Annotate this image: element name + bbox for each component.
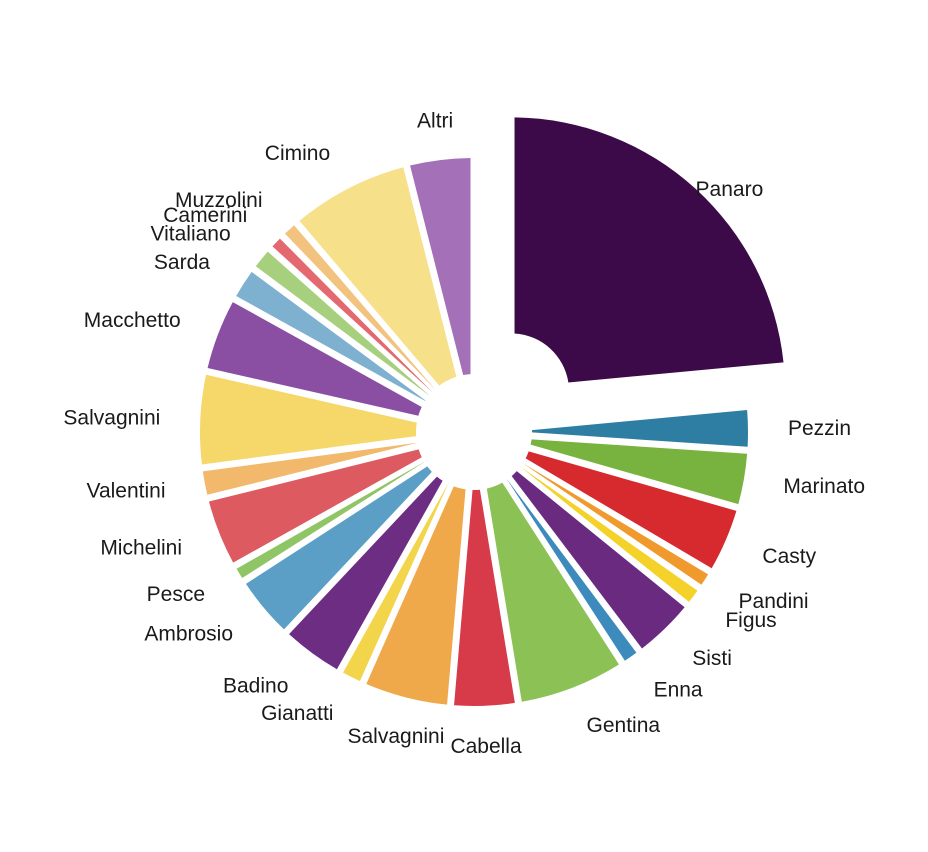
slice-label-9: Gentina bbox=[587, 714, 661, 737]
slice-label-11: Salvagnini bbox=[347, 725, 444, 748]
pie-slice-7 bbox=[511, 471, 685, 649]
slice-label-19: Macchetto bbox=[84, 309, 181, 332]
pie-slice-23 bbox=[284, 225, 435, 390]
pie-slice-24 bbox=[299, 167, 457, 386]
pie-slice-22 bbox=[272, 238, 433, 392]
pie-slice-17 bbox=[202, 442, 418, 495]
pie-slice-4 bbox=[525, 451, 737, 569]
slice-label-25: Altri bbox=[417, 109, 453, 132]
pie-slice-1 bbox=[514, 117, 784, 383]
slice-label-24: Cimino bbox=[265, 142, 330, 165]
slice-label-18: Salvagnini bbox=[63, 407, 160, 430]
pie-slice-15 bbox=[236, 461, 425, 579]
slice-label-22: Camerini bbox=[163, 204, 247, 227]
pie-slice-20 bbox=[236, 271, 426, 401]
slice-label-5: Pandini bbox=[739, 590, 809, 613]
slice-label-3: Marinato bbox=[783, 475, 865, 498]
slice-label-8: Enna bbox=[654, 679, 703, 702]
slice-label-7: Sisti bbox=[692, 647, 732, 670]
pie-slice-5 bbox=[522, 463, 709, 585]
slice-label-23: Muzzolini bbox=[175, 189, 263, 212]
pie-slice-14 bbox=[245, 466, 432, 630]
pie-slice-9 bbox=[486, 482, 619, 702]
pie-slice-2 bbox=[531, 410, 748, 447]
slice-label-4: Casty bbox=[762, 545, 816, 568]
slice-label-10: Cabella bbox=[450, 735, 522, 758]
slice-label-2: Pezzin bbox=[788, 417, 851, 440]
pie-slice-10 bbox=[454, 489, 515, 706]
slice-label-12: Gianatti bbox=[261, 702, 333, 725]
pie-slices bbox=[200, 117, 784, 706]
pie-slice-25 bbox=[410, 158, 471, 376]
pie-slice-19 bbox=[207, 302, 422, 416]
slice-label-20: Sarda bbox=[154, 251, 210, 274]
slice-label-17: Valentini bbox=[87, 480, 166, 503]
pie-slice-12 bbox=[342, 483, 449, 682]
pie-slice-18 bbox=[200, 374, 417, 465]
slice-label-14: Ambrosio bbox=[144, 622, 233, 645]
pie-slice-13 bbox=[289, 476, 443, 670]
pie-slice-16 bbox=[208, 449, 422, 563]
pie-slice-6 bbox=[520, 466, 698, 602]
pie-slice-3 bbox=[530, 439, 748, 505]
slice-label-15: Pesce bbox=[147, 583, 205, 606]
slice-label-6: Figus bbox=[725, 609, 776, 632]
pie-slice-8 bbox=[507, 479, 637, 661]
slice-label-13: Badino bbox=[223, 674, 288, 697]
pie-slice-11 bbox=[366, 486, 466, 705]
pie-slice-21 bbox=[255, 251, 430, 396]
slice-label-16: Michelini bbox=[100, 537, 182, 560]
slice-label-1: Panaro bbox=[696, 178, 764, 201]
slice-label-21: Vitaliano bbox=[150, 223, 230, 246]
